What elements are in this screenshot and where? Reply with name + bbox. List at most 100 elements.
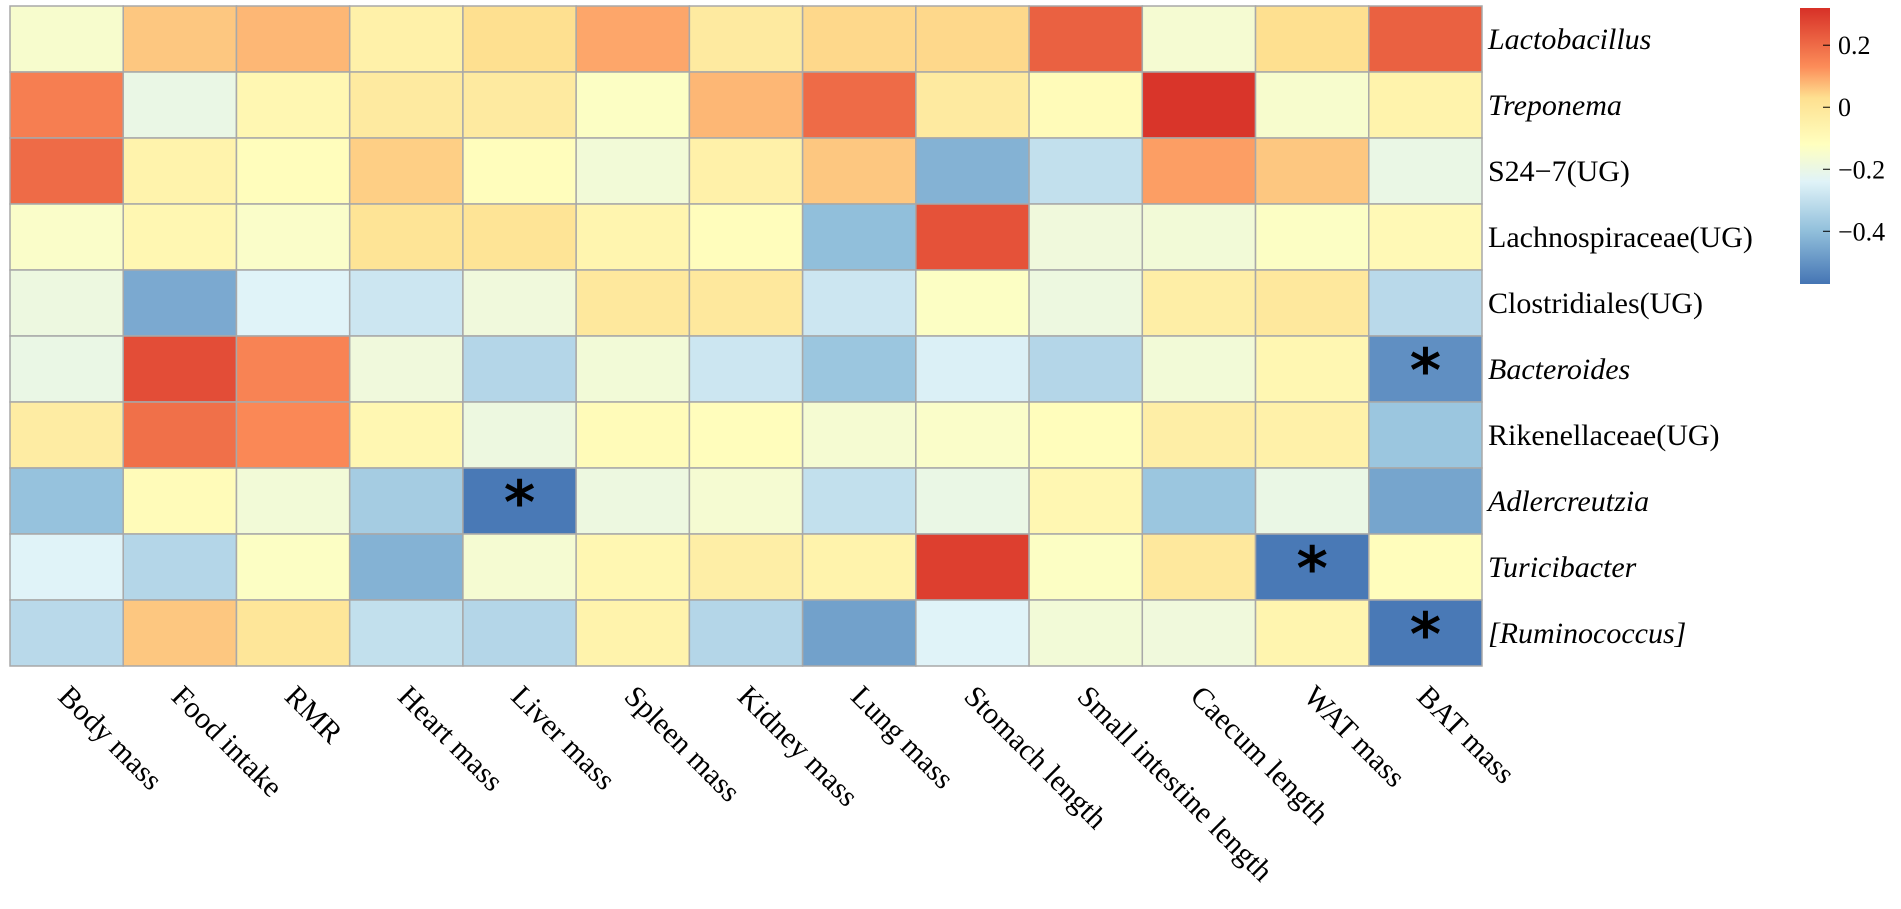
- legend-tick-label: −0.4: [1838, 217, 1885, 246]
- row-label: S24−7(UG): [1488, 155, 1630, 188]
- heatmap-cell: [1028, 71, 1144, 139]
- heatmap-cell: [235, 401, 351, 469]
- heatmap-cell: [801, 599, 917, 667]
- row-label: Treponema: [1488, 89, 1622, 122]
- row-label: Rikenellaceae(UG): [1488, 419, 1720, 452]
- heatmap-cell: [1254, 203, 1370, 271]
- heatmap-cell: [575, 71, 691, 139]
- column-label: Liver mass: [505, 680, 622, 797]
- heatmap-cell: [575, 335, 691, 403]
- heatmap-cell: [348, 5, 464, 73]
- heatmap-cell: [1141, 203, 1257, 271]
- heatmap-cell: [122, 335, 238, 403]
- row-label: Lachnospiraceae(UG): [1488, 221, 1753, 254]
- heatmap-cell: [462, 533, 577, 601]
- heatmap-cell: [688, 335, 804, 403]
- heatmap-cell: [915, 71, 1030, 139]
- heatmap-cell: [348, 203, 464, 271]
- heatmap-cell: [1141, 533, 1257, 601]
- significance-mark: *: [1296, 534, 1327, 604]
- heatmap-cell: [801, 269, 917, 337]
- heatmap-cell: [915, 401, 1030, 469]
- heatmap-cell: [1141, 599, 1257, 667]
- heatmap-cell: [575, 5, 691, 73]
- heatmap-cell: [1254, 599, 1370, 667]
- heatmap-cell: [9, 137, 124, 205]
- column-label: Heart mass: [391, 680, 509, 798]
- row-label: Adlercreutzia: [1486, 485, 1649, 518]
- heatmap-cell: [1368, 599, 1483, 667]
- heatmap-cell: [1368, 137, 1483, 205]
- heatmap-cell: [462, 599, 577, 667]
- heatmap-cell: [122, 203, 238, 271]
- heatmap-cell: [122, 269, 238, 337]
- heatmap-cell: [1141, 401, 1257, 469]
- significance-mark: *: [1410, 336, 1441, 406]
- heatmap-cell: [348, 335, 464, 403]
- heatmap-cell: [575, 401, 691, 469]
- heatmap-cell: [801, 137, 917, 205]
- heatmap-cell: [575, 533, 691, 601]
- heatmap-cell: [1141, 269, 1257, 337]
- heatmap-cell: [462, 137, 577, 205]
- heatmap-cell: [1254, 467, 1370, 535]
- heatmap-cell: [688, 401, 804, 469]
- heatmap-cell: [1028, 599, 1144, 667]
- heatmap-cell: [348, 599, 464, 667]
- significance-mark: *: [1410, 600, 1441, 670]
- heatmap-cell: [1028, 335, 1144, 403]
- heatmap-cell: [122, 5, 238, 73]
- heatmap-cell: [462, 269, 577, 337]
- row-label: Bacteroides: [1488, 353, 1630, 386]
- heatmap-cell: [235, 599, 351, 667]
- heatmap-cell: [122, 599, 238, 667]
- heatmap-cell: [235, 71, 351, 139]
- heatmap-cell: [9, 5, 124, 73]
- heatmap-cell: [1028, 533, 1144, 601]
- heatmap-cell: [688, 269, 804, 337]
- heatmap-cell: [801, 335, 917, 403]
- heatmap-cell: [122, 137, 238, 205]
- heatmap-cell: [9, 269, 124, 337]
- heatmap-cell: [1028, 137, 1144, 205]
- heatmap-cell: [122, 71, 238, 139]
- heatmap-cell: [235, 5, 351, 73]
- heatmap-cell: [462, 401, 577, 469]
- significance-mark: *: [504, 468, 535, 538]
- heatmap-cell: [688, 467, 804, 535]
- heatmap-cell: [575, 203, 691, 271]
- heatmap-cell: [235, 533, 351, 601]
- heatmap-cell: [688, 599, 804, 667]
- heatmap-cell: [688, 203, 804, 271]
- heatmap-cell: [688, 137, 804, 205]
- column-label: Food intake: [165, 680, 289, 804]
- heatmap-cell: [462, 335, 577, 403]
- legend-tick-label: −0.2: [1838, 155, 1885, 184]
- legend-tick-label: 0: [1838, 93, 1851, 122]
- heatmap-cell: [1141, 71, 1257, 139]
- heatmap-cell: [235, 269, 351, 337]
- heatmap-cell: [9, 335, 124, 403]
- heatmap-cell: [122, 533, 238, 601]
- heatmap-cell: [9, 203, 124, 271]
- heatmap-cell: [915, 5, 1030, 73]
- heatmap-cell: [1141, 5, 1257, 73]
- heatmap-cell: [1141, 467, 1257, 535]
- heatmap-cell: [575, 269, 691, 337]
- heatmap-cell: [9, 401, 124, 469]
- heatmap-cell: [1254, 71, 1370, 139]
- heatmap-cell: [801, 467, 917, 535]
- heatmap-cell: [122, 401, 238, 469]
- heatmap-cell: [462, 467, 577, 535]
- heatmap-cell: [235, 335, 351, 403]
- heatmap-cell: [1141, 137, 1257, 205]
- heatmap-cell: [462, 5, 577, 73]
- color-legend: 0.2 0 −0.2 −0.4: [1800, 8, 1885, 284]
- heatmap-cell: [1368, 401, 1483, 469]
- heatmap-cell: [235, 203, 351, 271]
- heatmap-cell: [1254, 401, 1370, 469]
- heatmap-cell: [915, 335, 1030, 403]
- legend-color-bar: [1800, 8, 1830, 284]
